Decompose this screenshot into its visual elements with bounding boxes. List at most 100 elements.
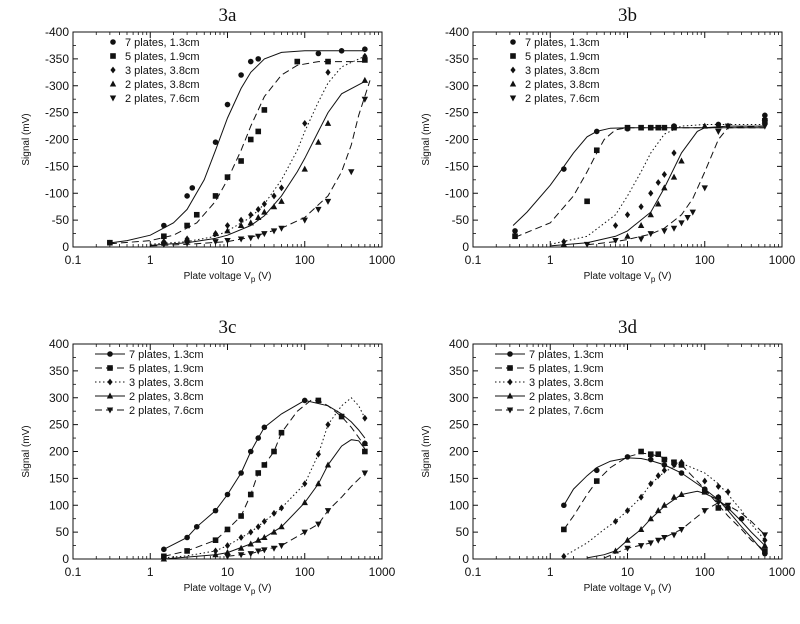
data-point bbox=[655, 451, 662, 457]
data-point bbox=[647, 451, 654, 457]
data-point bbox=[212, 193, 219, 199]
data-point bbox=[661, 462, 668, 468]
legend-marker bbox=[509, 95, 517, 102]
data-point bbox=[715, 500, 722, 507]
data-point bbox=[325, 421, 331, 429]
data-point bbox=[278, 504, 285, 512]
data-point bbox=[315, 138, 322, 145]
data-point bbox=[661, 228, 668, 235]
data-point bbox=[161, 222, 167, 229]
data-point bbox=[255, 128, 262, 135]
legend-label: 5 plates, 1.9cm bbox=[525, 51, 600, 63]
data-point bbox=[637, 222, 645, 228]
legend-label: 2 plates, 3.8cm bbox=[529, 391, 604, 403]
data-point bbox=[624, 454, 631, 460]
legend-label: 7 plates, 1.3cm bbox=[129, 349, 204, 361]
data-point bbox=[512, 233, 518, 240]
data-point bbox=[278, 197, 285, 204]
data-point bbox=[661, 184, 668, 191]
series-5 bbox=[150, 80, 371, 248]
y-axis-label: Signal (mV) bbox=[421, 425, 432, 477]
series-1 bbox=[161, 397, 368, 553]
data-point bbox=[278, 225, 285, 232]
data-point bbox=[278, 523, 285, 530]
data-point bbox=[761, 542, 769, 549]
data-point bbox=[261, 517, 267, 525]
data-point bbox=[184, 534, 190, 541]
data-point bbox=[184, 222, 190, 229]
x-tick-label: 1 bbox=[547, 253, 554, 267]
data-point bbox=[224, 222, 231, 229]
data-point bbox=[238, 534, 244, 541]
data-point bbox=[583, 241, 591, 248]
series-2 bbox=[107, 57, 368, 246]
x-tick-label: 10 bbox=[221, 565, 235, 579]
data-point bbox=[647, 456, 654, 463]
y-tick-label: 300 bbox=[49, 391, 69, 405]
series-line bbox=[550, 125, 765, 247]
x-tick-label: 1000 bbox=[369, 253, 396, 267]
series-line bbox=[587, 125, 765, 246]
data-point bbox=[261, 200, 267, 208]
data-point bbox=[361, 470, 369, 477]
data-point bbox=[670, 173, 678, 180]
data-point bbox=[302, 480, 308, 488]
data-point bbox=[247, 551, 254, 558]
legend: 7 plates, 1.3cm 5 plates, 1.9cm 3 plates, … bbox=[95, 349, 204, 417]
data-point bbox=[193, 523, 200, 530]
data-point bbox=[684, 214, 691, 221]
data-point bbox=[271, 448, 277, 455]
data-point bbox=[362, 414, 368, 422]
data-point bbox=[761, 123, 769, 130]
legend-label: 3 plates, 3.8cm bbox=[525, 65, 600, 77]
x-tick-label: 0.1 bbox=[465, 565, 482, 579]
data-point bbox=[655, 200, 662, 207]
legend-marker bbox=[110, 53, 116, 59]
series-4 bbox=[587, 488, 769, 559]
data-point bbox=[278, 429, 285, 436]
data-point bbox=[247, 448, 254, 455]
data-point bbox=[671, 461, 677, 469]
data-point bbox=[255, 205, 261, 213]
series-line bbox=[163, 399, 366, 557]
y-tick-label: 0 bbox=[462, 552, 469, 566]
legend-marker bbox=[109, 95, 117, 102]
data-point bbox=[715, 122, 722, 129]
data-point bbox=[224, 553, 231, 560]
y-tick-label: 250 bbox=[449, 418, 469, 432]
legend-label: 2 plates, 7.6cm bbox=[125, 93, 200, 105]
data-point bbox=[301, 499, 308, 506]
series-line bbox=[163, 399, 366, 550]
data-point bbox=[637, 543, 645, 550]
series-5 bbox=[583, 123, 769, 248]
data-point bbox=[678, 220, 685, 227]
data-point bbox=[648, 480, 654, 488]
data-point bbox=[238, 513, 244, 519]
data-point bbox=[348, 169, 355, 176]
y-tick-label: 400 bbox=[49, 337, 69, 351]
data-point bbox=[212, 537, 219, 543]
data-point bbox=[647, 540, 654, 547]
data-point bbox=[161, 233, 167, 240]
data-point bbox=[671, 149, 677, 157]
data-point bbox=[255, 523, 261, 531]
data-point bbox=[261, 534, 268, 540]
data-point bbox=[593, 128, 600, 135]
data-point bbox=[255, 56, 262, 62]
data-point bbox=[715, 128, 722, 135]
y-tick-label: 250 bbox=[49, 418, 69, 432]
data-point bbox=[315, 450, 321, 458]
data-point bbox=[183, 240, 191, 247]
y-tick-label: -200 bbox=[45, 133, 69, 147]
data-point bbox=[661, 501, 668, 508]
data-point bbox=[193, 211, 200, 218]
y-tick-label: -350 bbox=[45, 52, 69, 66]
y-tick-label: 350 bbox=[49, 364, 69, 378]
series-line bbox=[563, 457, 766, 554]
legend-label: 7 plates, 1.3cm bbox=[525, 37, 600, 49]
chart-title: 3d bbox=[618, 317, 638, 338]
series-line bbox=[107, 50, 365, 244]
data-point bbox=[638, 203, 644, 211]
data-point bbox=[670, 225, 678, 232]
data-point bbox=[637, 525, 645, 532]
